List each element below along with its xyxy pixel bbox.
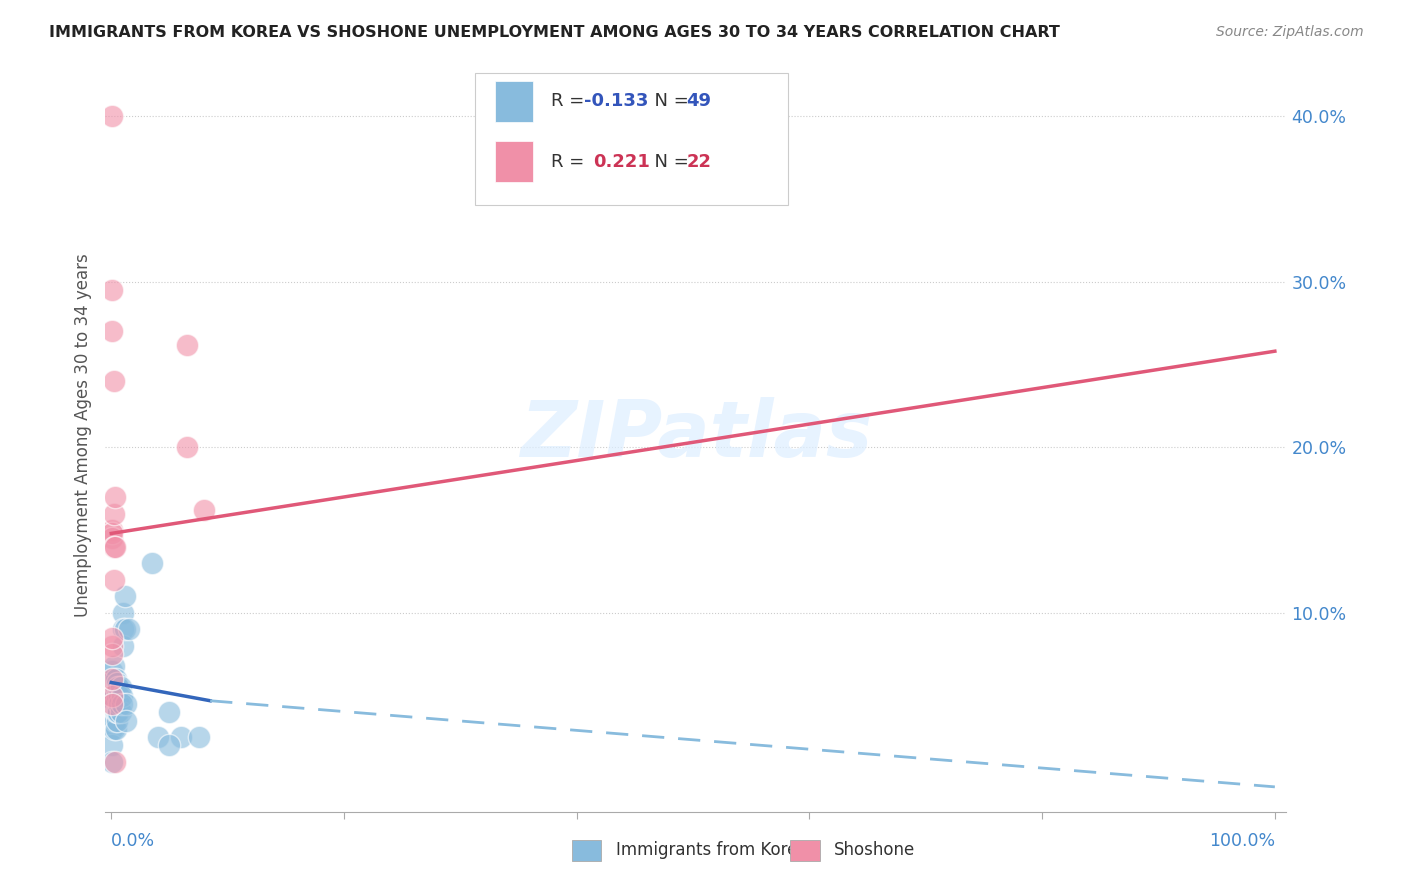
Text: N =: N = [643, 92, 695, 111]
Point [105, 714, 128, 728]
Point [101, 639, 124, 653]
Point [101, 739, 124, 753]
Bar [495, 141, 533, 182]
Point [101, 672, 124, 686]
Point [105, 706, 128, 720]
Point [111, 606, 134, 620]
Point [101, 697, 124, 711]
Point [118, 623, 141, 637]
Text: R =: R = [551, 92, 589, 111]
FancyBboxPatch shape [475, 73, 789, 205]
Point [101, 523, 124, 537]
Point [104, 681, 127, 695]
Point [107, 706, 129, 720]
Point [159, 739, 181, 753]
Point [101, 706, 124, 720]
Point [101, 755, 124, 769]
Text: -0.133: -0.133 [583, 92, 648, 111]
Point [110, 681, 132, 695]
Point [108, 689, 131, 703]
Point [101, 672, 124, 686]
Point [103, 706, 125, 720]
Point [101, 324, 124, 338]
Text: 100.0%: 100.0% [1209, 831, 1275, 849]
Point [101, 109, 124, 123]
Text: N =: N = [643, 153, 695, 170]
Point [104, 490, 127, 504]
Point [101, 697, 124, 711]
Text: 0.221: 0.221 [593, 153, 650, 170]
Text: Source: ZipAtlas.com: Source: ZipAtlas.com [1216, 25, 1364, 39]
Point [101, 689, 124, 703]
Point [146, 730, 169, 744]
Point [114, 623, 136, 637]
Point [101, 631, 124, 645]
Point [111, 689, 134, 703]
Point [104, 706, 127, 720]
Text: ZIPatlas: ZIPatlas [520, 397, 872, 473]
Point [114, 590, 136, 604]
Point [101, 664, 124, 678]
Text: Immigrants from Korea: Immigrants from Korea [616, 841, 807, 859]
Y-axis label: Unemployment Among Ages 30 to 34 years: Unemployment Among Ages 30 to 34 years [73, 253, 91, 616]
Point [101, 526, 124, 541]
Point [101, 681, 124, 695]
Point [115, 714, 138, 728]
Point [103, 714, 125, 728]
Point [101, 648, 124, 662]
Point [103, 672, 125, 686]
Point [193, 503, 215, 517]
Point [101, 283, 124, 297]
Point [104, 714, 127, 728]
Point [104, 706, 127, 720]
Point [101, 689, 124, 703]
Point [105, 675, 128, 690]
Point [110, 706, 132, 720]
Point [141, 556, 163, 570]
Point [104, 722, 127, 736]
Point [170, 730, 193, 744]
Point [107, 681, 129, 695]
Point [101, 532, 124, 546]
Text: IMMIGRANTS FROM KOREA VS SHOSHONE UNEMPLOYMENT AMONG AGES 30 TO 34 YEARS CORRELA: IMMIGRANTS FROM KOREA VS SHOSHONE UNEMPL… [49, 25, 1060, 40]
Point [111, 697, 134, 711]
Point [187, 730, 209, 744]
Point [104, 697, 127, 711]
Point [103, 573, 125, 587]
Point [104, 755, 127, 769]
Point [111, 639, 134, 653]
Point [111, 623, 134, 637]
Text: 0.0%: 0.0% [111, 831, 156, 849]
Bar [790, 839, 820, 861]
Point [176, 440, 198, 454]
Point [103, 507, 125, 521]
Point [104, 689, 127, 703]
Point [103, 540, 125, 554]
Bar [572, 839, 602, 861]
Point [159, 706, 181, 720]
Text: 22: 22 [686, 153, 711, 170]
Text: Shoshone: Shoshone [834, 841, 915, 859]
Text: 49: 49 [686, 92, 711, 111]
Point [104, 540, 127, 554]
Point [104, 672, 127, 686]
Point [105, 689, 128, 703]
Point [103, 374, 125, 388]
Point [103, 722, 125, 736]
Point [103, 659, 125, 673]
Point [176, 337, 198, 351]
Bar [495, 80, 533, 122]
Point [115, 697, 138, 711]
Point [108, 697, 131, 711]
Point [101, 722, 124, 736]
Point [103, 689, 125, 703]
Text: R =: R = [551, 153, 596, 170]
